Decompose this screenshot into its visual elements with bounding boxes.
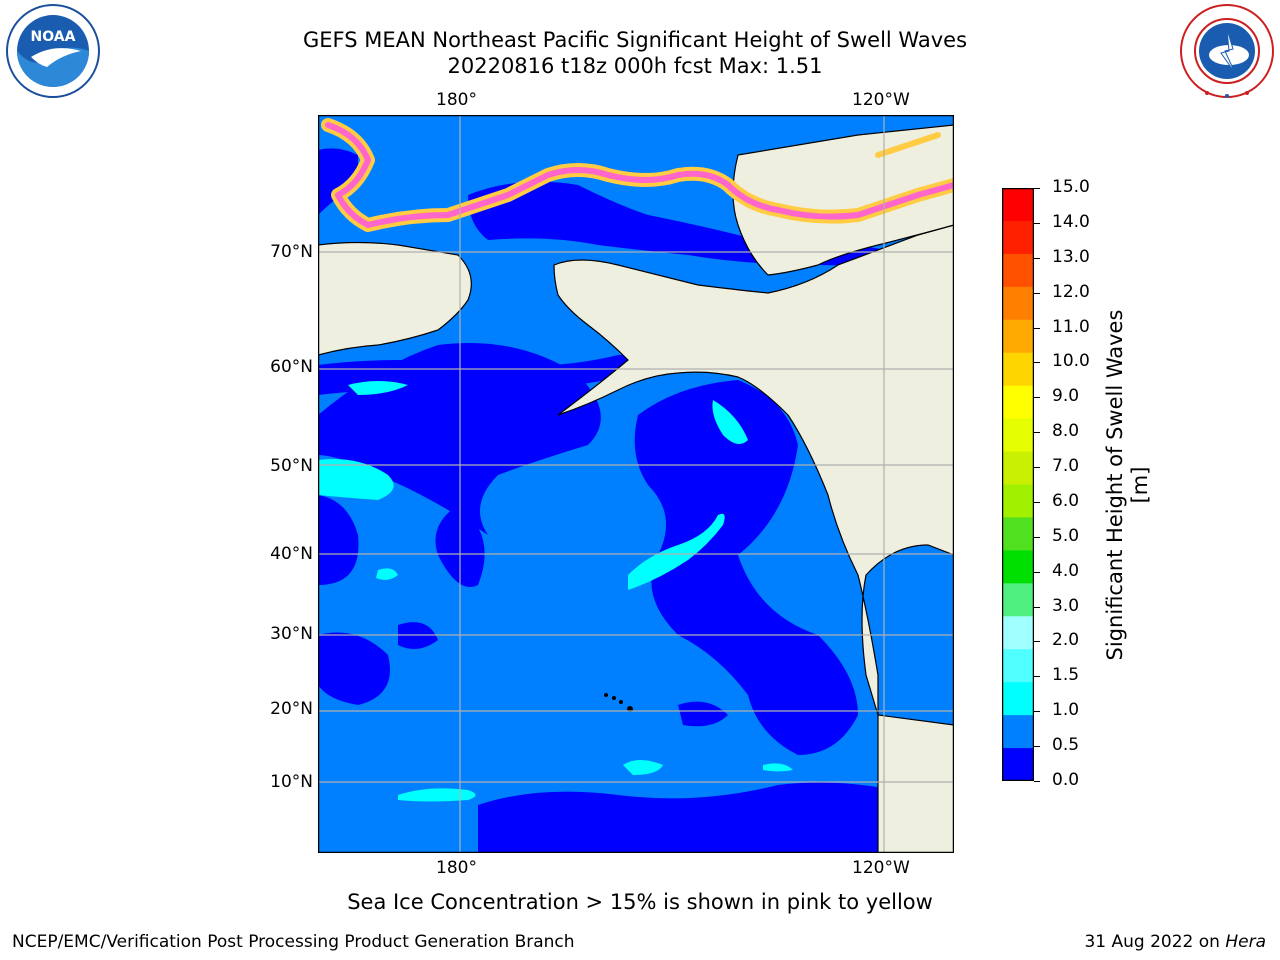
lon-tick-bottom-120w: 120°W — [852, 858, 910, 878]
colorbar-tick-label: 15.0 — [1052, 177, 1090, 197]
chart-title: GEFS MEAN Northeast Pacific Significant … — [302, 28, 968, 52]
sea-ice-edge — [321, 118, 954, 232]
colorbar-cell — [1002, 188, 1034, 222]
colorbar-tick-mark — [1034, 467, 1040, 469]
colorbar-tick-label: 4.0 — [1052, 560, 1080, 581]
colorbar-tick-mark — [1034, 501, 1040, 503]
colorbar-tick-label: 10.0 — [1052, 351, 1090, 372]
colorbar-cell — [1002, 517, 1034, 551]
lat-tick-60n: 60°N — [270, 357, 313, 377]
colorbar-tick-label: 1.5 — [1052, 665, 1080, 686]
colorbar-cell — [1002, 649, 1034, 683]
lon-tick-top-180: 180° — [436, 90, 477, 110]
siberia-landmass — [318, 241, 472, 356]
colorbar-tick-mark — [1034, 571, 1040, 573]
nws-logo — [1177, 3, 1277, 99]
colorbar-tick-label: 6.0 — [1052, 490, 1080, 511]
map-frame — [318, 115, 954, 853]
colorbar-tick-mark — [1034, 676, 1040, 678]
lat-tick-40n: 40°N — [270, 544, 313, 564]
credit-right: 31 Aug 2022 on Hera — [1084, 932, 1266, 952]
colorbar — [1002, 188, 1034, 781]
colorbar-tick-label: 2.0 — [1052, 630, 1080, 651]
colorbar-tick-mark — [1034, 257, 1040, 259]
colorbar-tick-mark — [1034, 711, 1040, 713]
colorbar-cell — [1002, 616, 1034, 650]
colorbar-cell — [1002, 253, 1034, 288]
credit-host: Hera — [1225, 932, 1266, 952]
colorbar-cell — [1002, 418, 1034, 453]
colorbar-tick-label: 9.0 — [1052, 386, 1080, 407]
lat-tick-10n: 10°N — [270, 772, 313, 792]
land-masses — [318, 124, 954, 853]
credit-left: NCEP/EMC/Verification Post Processing Pr… — [12, 932, 575, 952]
map-gridlines — [318, 115, 954, 853]
colorbar-tick-label: 8.0 — [1052, 421, 1080, 442]
credit-date: 31 Aug 2022 on — [1084, 932, 1226, 952]
colorbar-cell — [1002, 385, 1034, 420]
colorbar-tick-label: 0.5 — [1052, 735, 1080, 756]
colorbar-cell — [1002, 352, 1034, 387]
colorbar-tick-label: 1.0 — [1052, 700, 1080, 721]
colorbar-tick-label: 5.0 — [1052, 525, 1080, 546]
colorbar-cell — [1002, 583, 1034, 617]
alaska-landmass — [553, 224, 954, 853]
high-swell-regions — [318, 381, 793, 802]
colorbar-tick-mark — [1034, 536, 1040, 538]
colorbar-cell — [1002, 682, 1034, 716]
colorbar-tick-label: 7.0 — [1052, 456, 1080, 477]
colorbar-cell — [1002, 748, 1034, 781]
colorbar-tick-mark — [1034, 327, 1040, 329]
colorbar-cell — [1002, 286, 1034, 321]
lat-tick-30n: 30°N — [270, 624, 313, 644]
colorbar-cell — [1002, 715, 1034, 749]
colorbar-tick-mark — [1034, 222, 1040, 224]
colorbar-tick-mark — [1034, 292, 1040, 294]
swell-height-map — [318, 115, 954, 853]
colorbar-tick-label: 13.0 — [1052, 246, 1090, 267]
colorbar-tick-mark — [1034, 432, 1040, 434]
lat-tick-70n: 70°N — [270, 242, 313, 262]
colorbar-cell — [1002, 319, 1034, 354]
colorbar-cell — [1002, 550, 1034, 584]
chart-subtitle: 20220816 t18z 000h fcst Max: 1.51 — [447, 54, 823, 78]
colorbar-cell — [1002, 484, 1034, 518]
noaa-logo: NOAA — [3, 3, 103, 99]
colorbar-tick-mark — [1034, 641, 1040, 643]
colorbar-tick-label: 14.0 — [1052, 211, 1090, 232]
colorbar-tick-mark — [1034, 606, 1040, 608]
colorbar-tick-mark — [1034, 188, 1040, 189]
colorbar-tick-label: 12.0 — [1052, 281, 1090, 302]
canada-landmass — [732, 124, 954, 276]
lon-tick-top-120w: 120°W — [852, 90, 910, 110]
lat-tick-50n: 50°N — [270, 456, 313, 476]
colorbar-label: Significant Height of Swell Waves [m] — [1103, 309, 1152, 661]
colorbar-tick-mark — [1034, 362, 1040, 364]
colorbar-cell — [1002, 451, 1034, 485]
lat-tick-20n: 20°N — [270, 699, 313, 719]
colorbar-tick-mark — [1034, 397, 1040, 399]
colorbar-tick-label: 11.0 — [1052, 316, 1090, 337]
colorbar-tick-label: 0.0 — [1052, 770, 1080, 790]
svg-text:NOAA: NOAA — [31, 29, 76, 45]
colorbar-tick-mark — [1034, 746, 1040, 748]
lon-tick-bottom-180: 180° — [436, 858, 477, 878]
colorbar-cell — [1002, 220, 1034, 255]
colorbar-tick-label: 3.0 — [1052, 595, 1080, 616]
colorbar-tick-mark — [1034, 781, 1040, 782]
sea-ice-footnote: Sea Ice Concentration > 15% is shown in … — [347, 890, 933, 914]
